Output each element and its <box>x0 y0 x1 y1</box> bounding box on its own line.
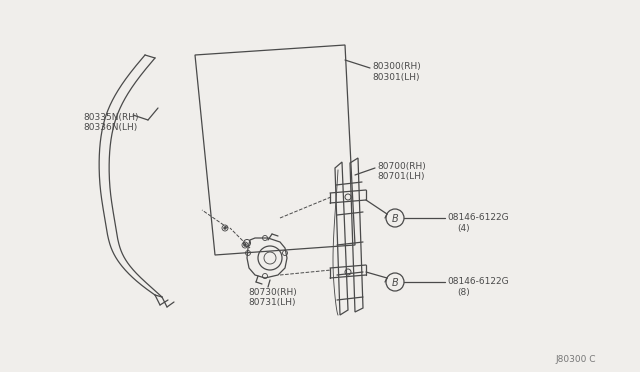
Text: 80335N(RH): 80335N(RH) <box>83 113 138 122</box>
Circle shape <box>224 227 226 229</box>
Text: (8): (8) <box>457 288 470 297</box>
Text: 08146-6122G: 08146-6122G <box>447 213 509 222</box>
Text: B: B <box>392 278 398 288</box>
Text: B: B <box>392 214 398 224</box>
Text: 80731(LH): 80731(LH) <box>248 298 296 307</box>
Text: 80301(LH): 80301(LH) <box>372 73 419 82</box>
Text: 80730(RH): 80730(RH) <box>248 288 297 297</box>
Text: 80700(RH): 80700(RH) <box>377 162 426 171</box>
Text: 80300(RH): 80300(RH) <box>372 62 420 71</box>
Text: 80336N(LH): 80336N(LH) <box>83 123 137 132</box>
Text: J80300 C: J80300 C <box>555 355 595 364</box>
Text: 80701(LH): 80701(LH) <box>377 172 424 181</box>
Text: 08146-6122G: 08146-6122G <box>447 277 509 286</box>
Text: (4): (4) <box>457 224 470 233</box>
Circle shape <box>244 244 246 246</box>
